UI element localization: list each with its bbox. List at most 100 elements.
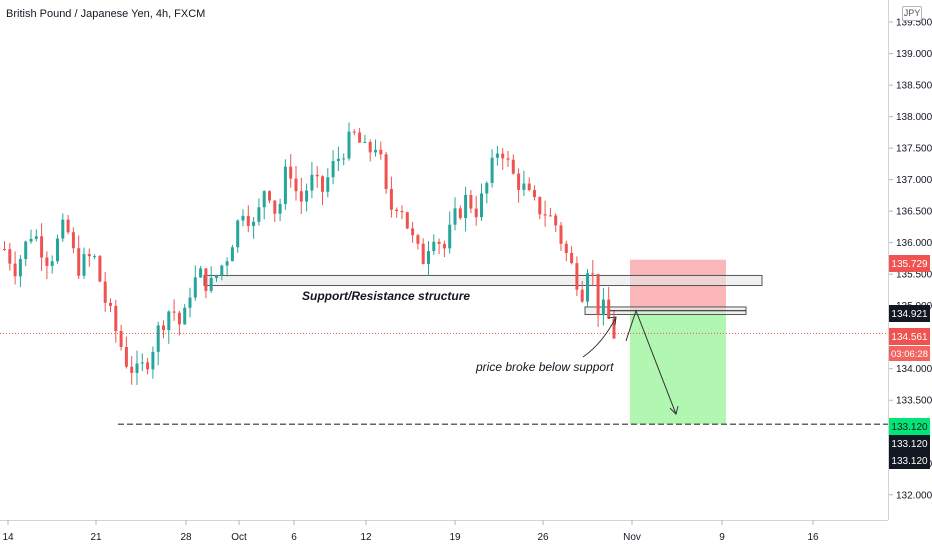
candle-body <box>93 256 97 258</box>
current-price-text: 134.561 <box>891 332 928 343</box>
target-price-text-2: 133.120 <box>891 439 928 450</box>
candle-body <box>140 362 144 364</box>
candle-body <box>82 254 86 276</box>
candle-body <box>156 325 160 352</box>
take-profit-zone[interactable] <box>630 310 726 425</box>
candle-body <box>103 281 107 303</box>
candle-body <box>114 305 118 332</box>
x-tick-label-0: 14 <box>2 532 14 543</box>
candle-body <box>199 268 203 278</box>
candle-body <box>458 208 462 219</box>
projected-path-arrow[interactable] <box>625 309 677 415</box>
candle-body <box>453 208 457 225</box>
candle-body <box>342 158 346 160</box>
candle-body <box>109 302 112 306</box>
y-tick-label-11: 133.500 <box>896 396 932 407</box>
candle-body <box>177 312 181 325</box>
candle-body <box>543 214 547 216</box>
projected-path-arrowhead <box>669 405 679 416</box>
candle-body <box>564 243 568 253</box>
time-axis[interactable]: 14 21 28 Oct 6 12 19 26 Nov 9 16 <box>2 520 819 543</box>
candle-body <box>612 318 616 339</box>
candle-body <box>77 248 81 276</box>
candle-body <box>241 215 245 221</box>
candle-body <box>209 277 213 291</box>
candle-body <box>389 189 393 210</box>
candle-body <box>474 208 478 218</box>
candle-body <box>384 154 388 190</box>
candle-body <box>416 235 420 244</box>
candle-body <box>586 273 589 302</box>
candle-body <box>8 249 12 264</box>
candle-body <box>485 183 489 194</box>
candle-body <box>559 225 563 244</box>
candle-body <box>601 299 605 316</box>
candle-body <box>464 194 468 219</box>
candle-body <box>596 274 600 316</box>
candle-body <box>172 311 176 313</box>
candle-body <box>506 158 510 160</box>
candle-body <box>347 131 351 159</box>
y-tick-label-3: 138.000 <box>896 112 932 123</box>
candle-body <box>236 220 240 248</box>
candle-body <box>326 177 330 192</box>
candle-body <box>225 261 229 266</box>
candle-body <box>56 238 59 262</box>
currency-badge[interactable]: JPY <box>902 6 922 21</box>
x-tick-label-7: 26 <box>537 532 549 543</box>
countdown-text: 03:06:28 <box>891 349 928 360</box>
candle-body <box>336 158 340 162</box>
candle-body <box>421 243 425 264</box>
candle-body <box>352 131 356 133</box>
candle-body <box>315 174 319 177</box>
candle-body <box>527 183 531 191</box>
candle-body <box>61 219 65 239</box>
candle-body <box>427 251 430 264</box>
candle-body <box>533 190 536 198</box>
candle-body <box>299 191 303 202</box>
x-tick-label-9: 9 <box>719 532 725 543</box>
candle-body <box>580 289 584 302</box>
annotation-arrow[interactable] <box>582 316 617 358</box>
entry-price-label: 134.921 <box>889 305 930 322</box>
candle-body <box>448 224 452 249</box>
y-tick-label-6: 136.500 <box>896 207 932 218</box>
support-resistance-rectangle[interactable] <box>203 274 763 287</box>
candle-body <box>575 263 579 290</box>
candle-body <box>50 261 54 266</box>
y-tick-label-13: 132.000 <box>896 490 932 501</box>
target-price-text-1: 133.120 <box>891 422 928 433</box>
candlestick-series <box>3 122 616 385</box>
candle-body <box>246 215 250 226</box>
candle-body <box>289 166 293 179</box>
candle-body <box>442 243 446 249</box>
candle-body <box>98 256 102 282</box>
x-tick-label-8: Nov <box>623 532 641 543</box>
candle-body <box>135 363 139 373</box>
stop-price-text: 135.729 <box>891 259 928 270</box>
candle-body <box>124 347 128 367</box>
candle-body <box>45 257 49 266</box>
candle-body <box>151 351 155 370</box>
candle-body <box>321 176 324 192</box>
y-tick-label-2: 138.500 <box>896 81 932 92</box>
candle-body <box>305 190 309 202</box>
candle-body <box>34 236 38 239</box>
candle-body <box>554 215 558 226</box>
y-tick-label-0: 139.500 <box>896 18 932 29</box>
candle-body <box>501 153 505 159</box>
candle-body <box>230 247 234 262</box>
current-price-label: 134.561 03:06:28 <box>889 328 930 361</box>
candle-body <box>469 194 473 209</box>
candle-body <box>405 212 409 229</box>
y-tick-label-1: 139.000 <box>896 49 932 60</box>
zone-label: Support/Resistance structure <box>302 289 470 303</box>
target-price-labels: 133.120 133.120 133.120 <box>889 418 930 469</box>
y-tick-label-7: 136.000 <box>896 238 932 249</box>
candle-body <box>363 142 367 144</box>
candle-body <box>130 366 134 373</box>
candle-body <box>40 236 44 258</box>
y-tick-label-8: 135.500 <box>896 270 932 281</box>
candle-body <box>374 149 377 153</box>
